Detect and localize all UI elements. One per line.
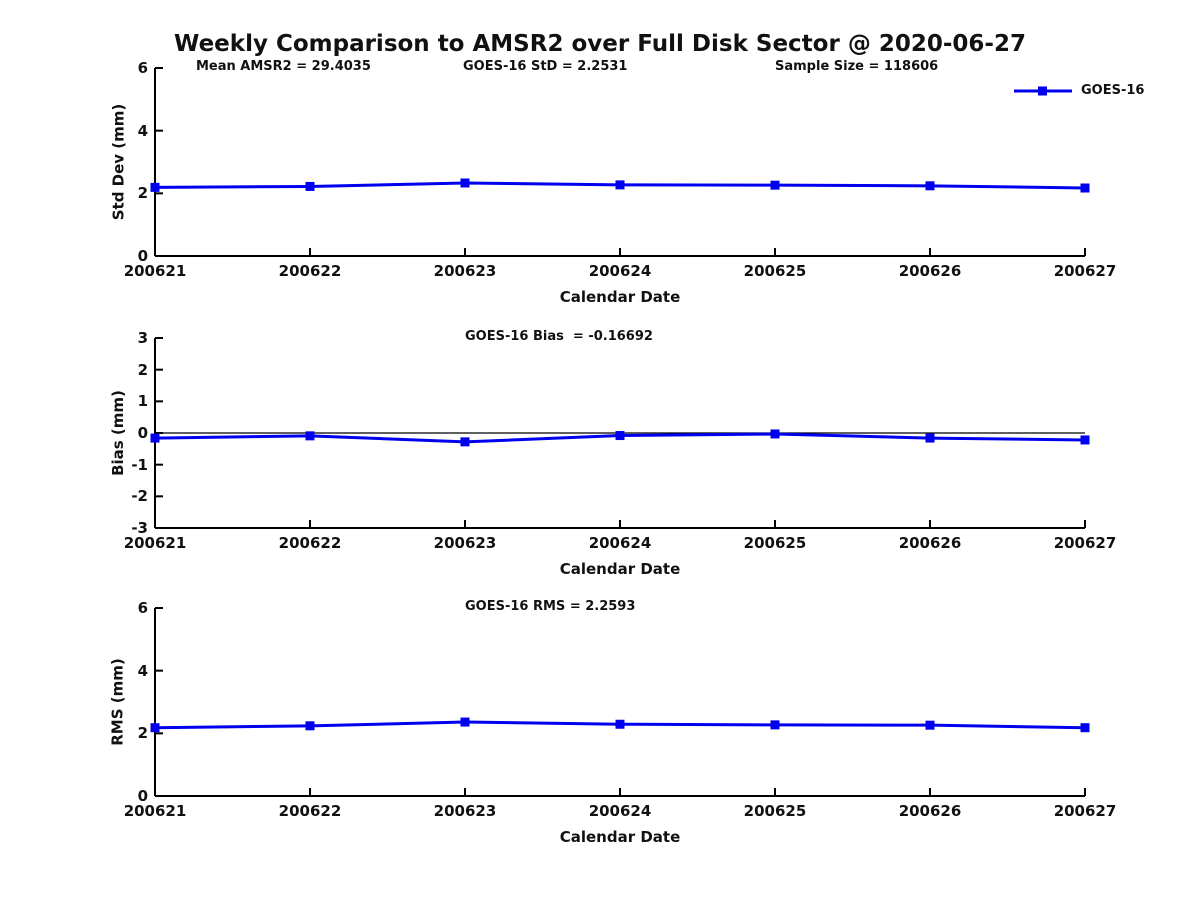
x-tick-label: 200622: [278, 262, 342, 280]
data-point-marker: [305, 721, 315, 731]
legend-label: GOES-16: [1081, 83, 1145, 98]
y-tick-label: 2: [137, 184, 148, 203]
data-point-marker: [305, 181, 315, 191]
x-tick-label: 200625: [743, 802, 807, 820]
x-tick-label: 200627: [1053, 262, 1117, 280]
data-point-marker: [1080, 435, 1090, 445]
x-tick-label: 200623: [433, 262, 497, 280]
x-axis-label-rms: Calendar Date: [559, 828, 681, 846]
y-tick-label: -1: [131, 455, 148, 474]
plot-area-bias: [150, 337, 1090, 529]
figure-title: Weekly Comparison to AMSR2 over Full Dis…: [174, 31, 1026, 57]
x-tick-labels-stddev: 200621 200622 200623 200624 200625 200626 2006…: [124, 262, 1117, 282]
x-tick-labels-bias: 200621 200622 200623 200624 200625 200626 2006…: [124, 534, 1117, 554]
x-tick-label: 200626: [898, 802, 962, 820]
y-tick-labels-bias: -3 -2 -1 0 1 2 3: [108, 329, 148, 537]
x-tick-label: 200621: [123, 262, 187, 280]
y-tick-label: -3: [131, 519, 148, 537]
x-tick-label: 200623: [433, 802, 497, 820]
data-point-marker: [615, 180, 625, 190]
data-point-marker: [770, 429, 780, 439]
y-tick-label: 1: [137, 392, 148, 411]
data-point-marker: [615, 719, 625, 729]
x-tick-label: 200622: [278, 534, 342, 552]
y-tick-label: 0: [137, 424, 148, 442]
data-point-marker: [460, 717, 470, 727]
y-tick-labels-stddev: 0 2 4 6: [112, 59, 148, 265]
y-tick-label: 4: [137, 661, 148, 680]
y-tick-labels-rms: 0 2 4 6: [112, 599, 148, 805]
legend-line-sample: [1014, 86, 1072, 95]
data-point-marker: [770, 180, 780, 190]
data-point-marker: [925, 720, 935, 730]
annotation-goes16-std: GOES-16 StD = 2.2531: [463, 59, 628, 74]
chart-title-rms: GOES-16 RMS = 2.2593: [465, 599, 636, 614]
annotation-sample-size: Sample Size = 118606: [775, 59, 939, 74]
x-tick-label: 200621: [123, 534, 187, 552]
data-point-marker: [925, 181, 935, 191]
y-tick-label: 2: [137, 724, 148, 743]
x-tick-label: 200624: [588, 802, 652, 820]
x-axis-label-stddev: Calendar Date: [559, 288, 681, 306]
y-tick-label: -2: [131, 487, 148, 506]
x-tick-label: 200622: [278, 802, 342, 820]
plot-area-stddev: [150, 67, 1090, 257]
y-tick-label: 6: [137, 599, 148, 617]
data-point-marker: [1080, 183, 1090, 193]
x-tick-label: 200627: [1053, 534, 1117, 552]
y-tick-label: 2: [137, 360, 148, 379]
data-point-marker: [150, 723, 160, 733]
y-tick-label: 0: [137, 787, 148, 805]
plot-area-rms: [150, 607, 1090, 797]
x-tick-label: 200621: [123, 802, 187, 820]
annotation-mean-amsr2: Mean AMSR2 = 29.4035: [196, 59, 371, 74]
data-point-marker: [460, 437, 470, 447]
data-point-marker: [925, 433, 935, 443]
y-tick-label: 3: [137, 329, 148, 347]
x-tick-labels-rms: 200621 200622 200623 200624 200625 200626 2006…: [124, 802, 1117, 822]
x-tick-label: 200627: [1053, 802, 1117, 820]
data-point-marker: [1080, 723, 1090, 733]
x-tick-label: 200625: [743, 534, 807, 552]
x-tick-label: 200625: [743, 262, 807, 280]
data-point-marker: [150, 182, 160, 192]
x-tick-label: 200626: [898, 534, 962, 552]
legend: GOES-16: [1014, 83, 1144, 98]
data-point-marker: [150, 433, 160, 443]
x-tick-label: 200626: [898, 262, 962, 280]
data-point-marker: [460, 178, 470, 188]
data-point-marker: [615, 431, 625, 441]
x-tick-label: 200623: [433, 534, 497, 552]
data-point-marker: [770, 720, 780, 730]
x-axis-label-bias: Calendar Date: [559, 560, 681, 578]
data-point-marker: [305, 431, 315, 441]
y-tick-label: 6: [137, 59, 148, 77]
y-tick-label: 4: [137, 121, 148, 140]
chart-title-bias: GOES-16 Bias = -0.16692: [465, 329, 653, 344]
y-tick-label: 0: [137, 247, 148, 265]
x-tick-label: 200624: [588, 534, 652, 552]
legend-marker-icon: [1038, 86, 1047, 95]
x-tick-label: 200624: [588, 262, 652, 280]
